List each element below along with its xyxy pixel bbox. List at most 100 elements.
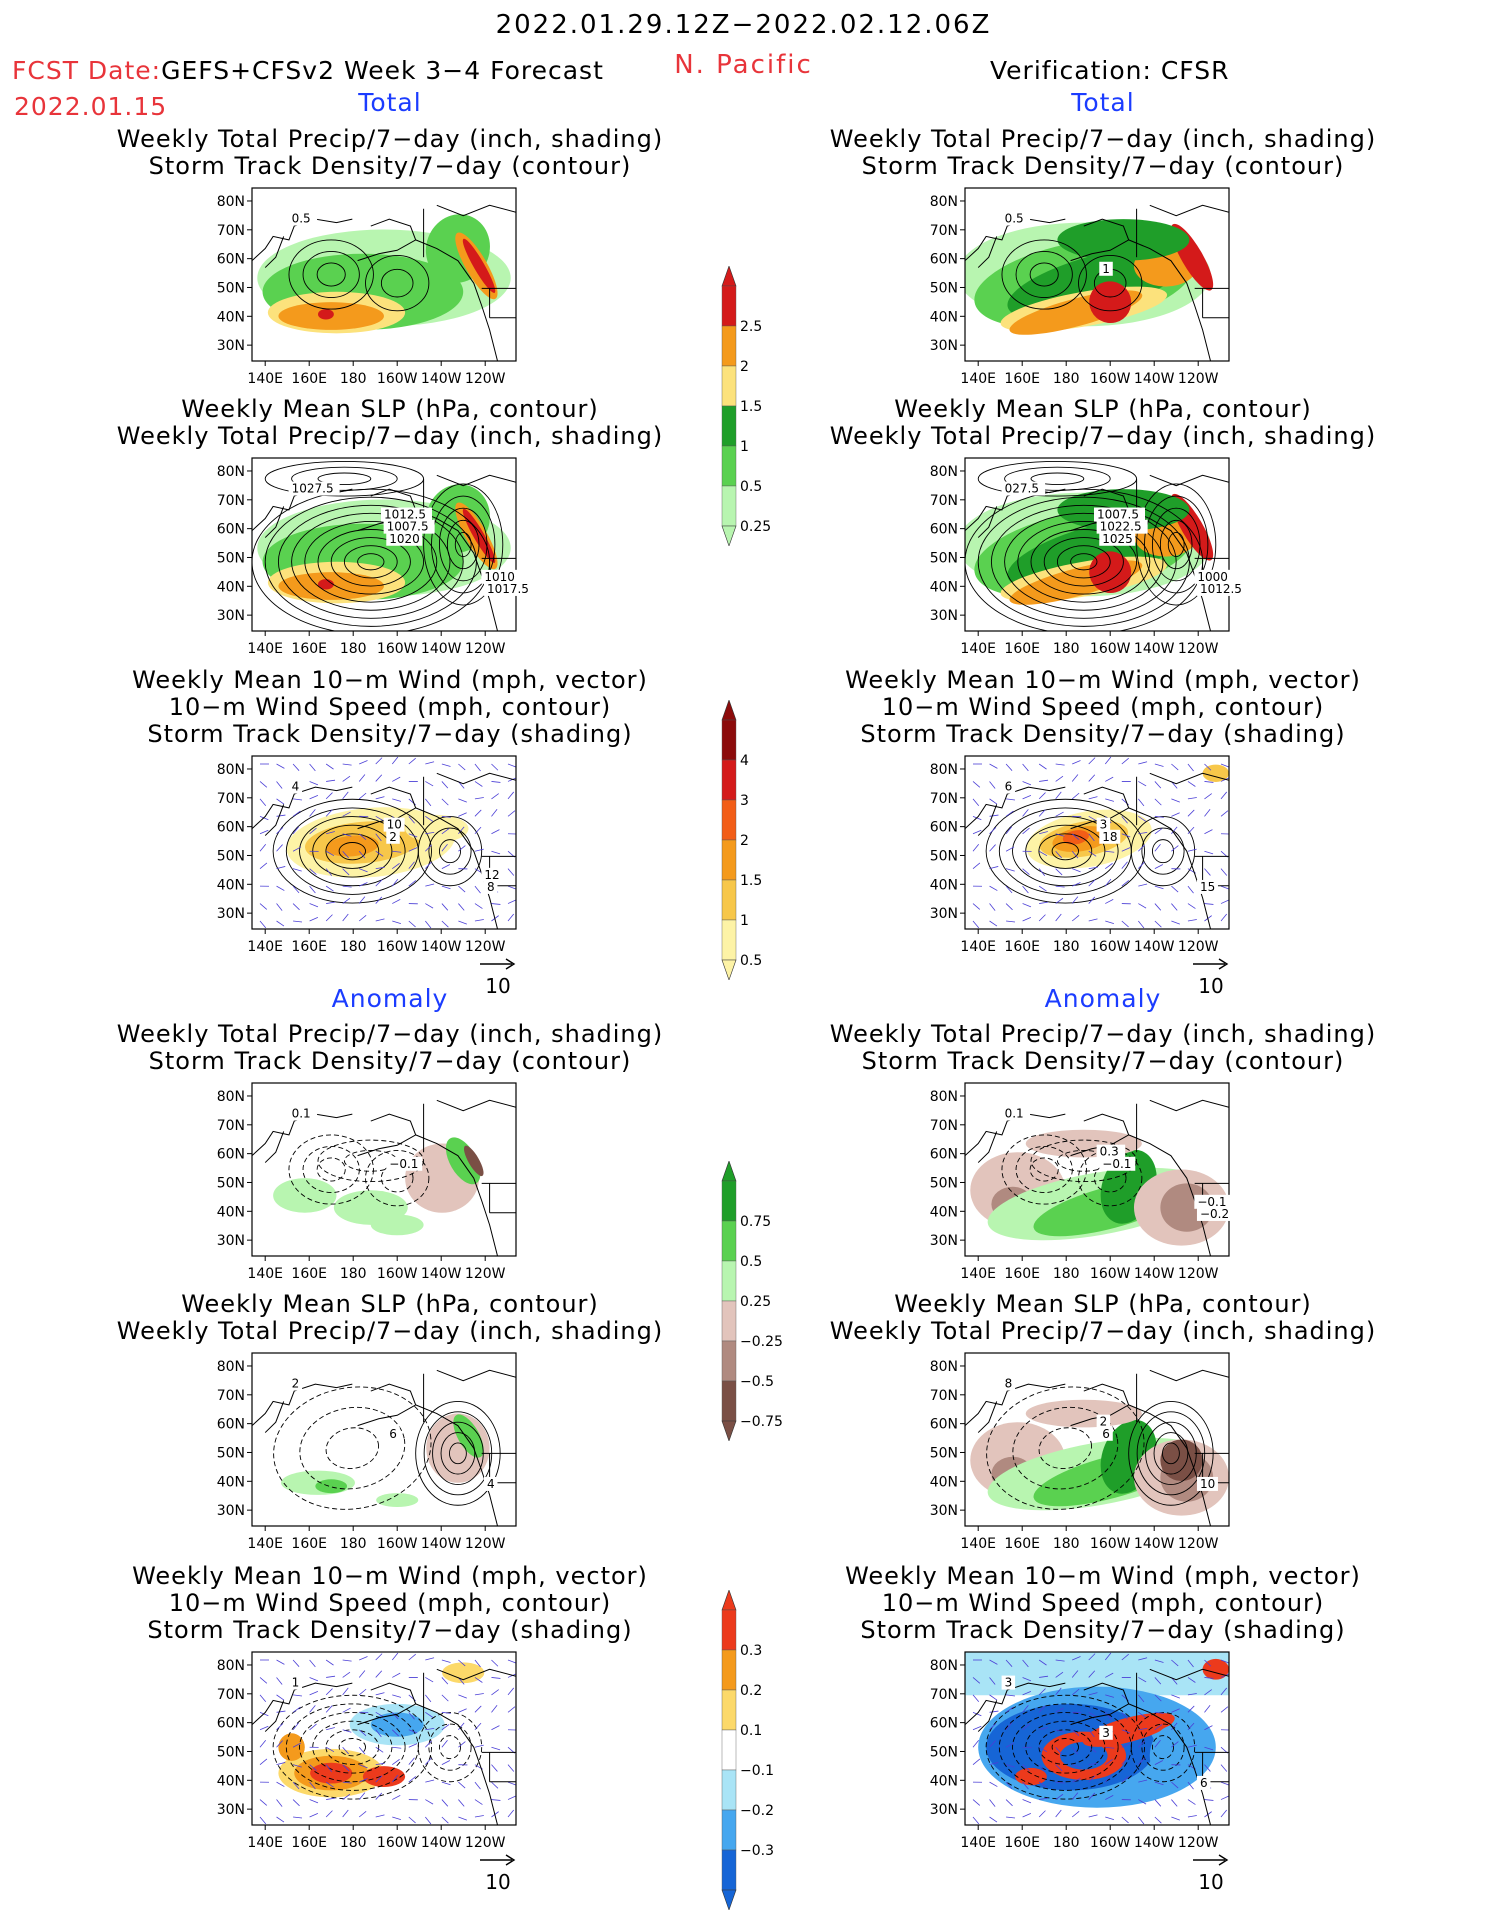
lat-tick-label: 70N	[930, 493, 958, 509]
vector-reference-obs-total: 10	[1191, 955, 1231, 998]
lat-tick-label: 80N	[217, 1658, 245, 1674]
colorbar-svg: 0.75 0.5 0.25 −0.25 −0.5 −0.75	[721, 1160, 783, 1442]
lat-tick-label: 70N	[217, 223, 245, 239]
lon-tick-label: 160E	[1004, 371, 1040, 387]
arrow-right-icon	[480, 1854, 516, 1866]
lon-tick-label: 160E	[1004, 1536, 1040, 1552]
colorbar-tick-label: 0.5	[740, 953, 762, 969]
lon-tick-label: 140E	[247, 371, 283, 387]
lon-tick-label: 120W	[465, 1536, 506, 1552]
contour-label: 1	[1102, 262, 1110, 276]
contour-label: 8	[1005, 1377, 1013, 1391]
map-field	[965, 188, 1229, 361]
colorbar-segment	[721, 285, 737, 327]
map-svg: 80N 70N 60N 50N 40N 30N 140E 160E 180 160W 140W 120…	[217, 1352, 517, 1552]
contour-label: 3	[1100, 818, 1108, 832]
vector-reference-fc-total: 10	[478, 955, 518, 998]
map-field	[965, 1353, 1229, 1526]
map-svg: 80N 70N 60N 50N 40N 30N 140E 160E 180 160W 140W 120…	[930, 1651, 1230, 1851]
contour-label: −0.1	[389, 1157, 418, 1171]
colorbar-top-arrow	[721, 699, 737, 721]
colorbar-segment	[721, 1689, 737, 1731]
colorbar-bottom-arrow	[721, 1889, 737, 1911]
contour-label: 4	[487, 1477, 495, 1491]
contour-label: 6	[1005, 780, 1013, 794]
lat-tick-label: 50N	[930, 550, 958, 566]
lon-tick-label: 140E	[960, 939, 996, 955]
lat-tick-label: 30N	[217, 1233, 245, 1249]
lat-tick-label: 30N	[930, 1802, 958, 1818]
lat-tick-label: 50N	[217, 1445, 245, 1461]
colorbar-segment	[721, 799, 737, 841]
contour-label: 1007.5	[1097, 508, 1139, 522]
colorbar-top-arrow	[721, 1589, 737, 1611]
map-svg: 80N 70N 60N 50N 40N 30N 140E 160E 180 160W 140W 120…	[217, 457, 535, 657]
colorbar-tick-label: 0.3	[740, 1643, 762, 1659]
colorbar-segment	[721, 1220, 737, 1262]
map-obs-anom-precip: 80N 70N 60N 50N 40N 30N 140E 160E 180 160W 140W 120…	[913, 1081, 1243, 1290]
contour-label: 2	[389, 830, 397, 844]
lat-tick-label: 60N	[217, 1147, 245, 1163]
colorbar-segment	[721, 1340, 737, 1382]
lat-tick-label: 60N	[217, 1417, 245, 1433]
map-obs-total-precip: 80N 70N 60N 50N 40N 30N 140E 160E 180 160W 140W 120…	[913, 186, 1243, 395]
lat-tick-label: 80N	[217, 464, 245, 480]
lat-tick-label: 40N	[217, 309, 245, 325]
colorbar-segment	[721, 919, 737, 961]
forecast-label: FCST Date:GEFS+CFSv2 Week 3−4 Forecast	[12, 56, 604, 85]
map-svg: 80N 70N 60N 50N 40N 30N 140E 160E 180 160W 140W 120…	[217, 187, 517, 387]
title-fc-total-wind: Weekly Mean 10−m Wind (mph, vector) 10−m…	[132, 666, 648, 748]
lat-tick-label: 30N	[217, 1802, 245, 1818]
lon-tick-label: 180	[1053, 1266, 1080, 1282]
colorbar-precip-total: 2.5 2 1.5 1 0.5 0.25	[712, 265, 782, 550]
lon-tick-label: 140W	[421, 1536, 462, 1552]
map-svg: 80N 70N 60N 50N 40N 30N 140E 160E 180 160W 140W 120…	[217, 1651, 517, 1851]
colorbar-tick-label: 0.5	[740, 1254, 762, 1270]
lat-tick-label: 30N	[930, 608, 958, 624]
contour-label: 1010	[484, 570, 515, 584]
colorbar-precip-anom: 0.75 0.5 0.25 −0.25 −0.5 −0.75	[712, 1160, 783, 1445]
lon-tick-label: 180	[340, 641, 367, 657]
colorbar-svg: 2.5 2 1.5 1 0.5 0.25	[721, 265, 771, 547]
lat-tick-label: 50N	[930, 1445, 958, 1461]
lat-tick-label: 40N	[217, 1474, 245, 1490]
lon-tick-label: 140W	[421, 1266, 462, 1282]
lat-tick-label: 80N	[930, 1658, 958, 1674]
colorbar-tick-label: −0.25	[740, 1334, 782, 1350]
colorbar-tick-label: 0.1	[740, 1723, 762, 1739]
map-svg: 80N 70N 60N 50N 40N 30N 140E 160E 180 160W 140W 120…	[217, 755, 517, 955]
colorbar-segment	[721, 485, 737, 527]
region-title: N. Pacific	[674, 50, 813, 80]
lon-tick-label: 140E	[960, 641, 996, 657]
lat-tick-label: 80N	[217, 194, 245, 210]
lat-tick-label: 40N	[930, 309, 958, 325]
contour-label: 1007.5	[387, 520, 429, 534]
lat-tick-label: 50N	[217, 848, 245, 864]
lon-tick-label: 180	[1053, 1835, 1080, 1851]
lat-tick-label: 40N	[930, 877, 958, 893]
map-frame	[964, 1082, 1230, 1257]
lat-tick-label: 60N	[930, 522, 958, 538]
contour-label: 1027.5	[292, 482, 334, 496]
vector-reference-label: 10	[485, 1870, 511, 1894]
fcst-model-label: GEFS+CFSv2 Week 3−4 Forecast	[161, 56, 604, 85]
title-obs-total-wind: Weekly Mean 10−m Wind (mph, vector) 10−m…	[845, 666, 1361, 748]
colorbar-tick-label: 0.25	[740, 519, 771, 535]
map-svg: 80N 70N 60N 50N 40N 30N 140E 160E 180 160W 140W 120…	[217, 1082, 517, 1282]
contour-label: −0.2	[1200, 1207, 1229, 1221]
lon-tick-label: 140W	[1134, 371, 1175, 387]
colorbar-tick-label: 1.5	[740, 873, 762, 889]
title-fc-anom-precip: Weekly Total Precip/7−day (inch, shading…	[116, 1020, 664, 1075]
vector-reference-label: 10	[1198, 974, 1224, 998]
colorbar-segment	[721, 1260, 737, 1302]
lat-tick-label: 60N	[217, 820, 245, 836]
lon-tick-label: 120W	[1178, 1835, 1219, 1851]
lon-tick-label: 140E	[247, 1536, 283, 1552]
contour-label: 0.1	[292, 1107, 311, 1121]
vector-reference-label: 10	[485, 974, 511, 998]
section-anomaly-verification: Anomaly	[1044, 984, 1162, 1013]
lat-tick-label: 40N	[930, 1773, 958, 1789]
colorbar-tick-label: 2	[740, 359, 749, 375]
lon-tick-label: 180	[1053, 641, 1080, 657]
lon-tick-label: 120W	[1178, 371, 1219, 387]
